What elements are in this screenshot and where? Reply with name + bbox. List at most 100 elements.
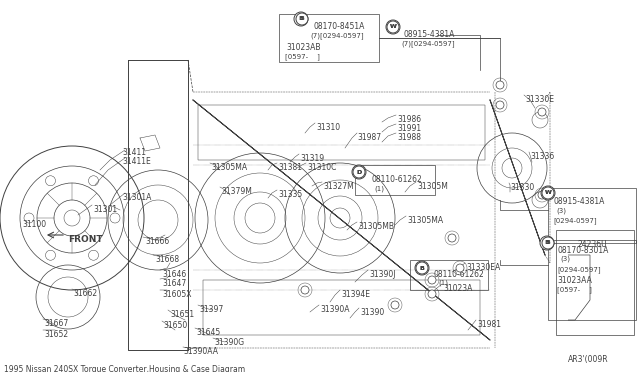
- Circle shape: [294, 12, 308, 26]
- Text: 31647: 31647: [162, 279, 186, 288]
- Text: 31411: 31411: [122, 148, 146, 157]
- Text: 31301A: 31301A: [122, 193, 152, 202]
- Text: 31645: 31645: [196, 328, 220, 337]
- Text: 31381: 31381: [278, 163, 302, 172]
- Circle shape: [296, 13, 308, 25]
- Text: B: B: [300, 16, 305, 22]
- Text: 31666: 31666: [145, 237, 169, 246]
- Circle shape: [301, 286, 309, 294]
- Text: B: B: [545, 241, 549, 246]
- Circle shape: [541, 186, 555, 200]
- Circle shape: [496, 101, 504, 109]
- Text: [0294-0597]: [0294-0597]: [553, 217, 596, 224]
- Text: (7)[0294-0597]: (7)[0294-0597]: [401, 40, 454, 47]
- Text: 31411E: 31411E: [122, 157, 151, 166]
- Text: 31100: 31100: [22, 220, 46, 229]
- Text: 31646: 31646: [162, 270, 186, 279]
- Text: 31397: 31397: [199, 305, 223, 314]
- Text: 31310C: 31310C: [307, 163, 337, 172]
- Circle shape: [428, 276, 436, 284]
- Text: 08110-61262: 08110-61262: [371, 175, 422, 184]
- Text: 31023AA: 31023AA: [557, 276, 592, 285]
- Text: [0294-0597]: [0294-0597]: [557, 266, 600, 273]
- Text: [0597-    ]: [0597- ]: [557, 286, 592, 293]
- Circle shape: [540, 236, 554, 250]
- Text: 31652: 31652: [44, 330, 68, 339]
- Text: W: W: [545, 190, 552, 196]
- Circle shape: [416, 262, 428, 274]
- Text: 31981: 31981: [477, 320, 501, 329]
- Text: 31336: 31336: [530, 152, 554, 161]
- Text: 31305MB: 31305MB: [358, 222, 394, 231]
- Text: (7)[0294-0597]: (7)[0294-0597]: [310, 32, 364, 39]
- Circle shape: [415, 261, 429, 275]
- Text: [0597-    ]: [0597- ]: [285, 53, 320, 60]
- Bar: [410, 260, 488, 290]
- Text: (3): (3): [560, 256, 570, 263]
- Text: 31605X: 31605X: [162, 290, 191, 299]
- Text: 31667: 31667: [44, 319, 68, 328]
- Text: 31023A: 31023A: [443, 284, 472, 293]
- Text: 31335: 31335: [278, 190, 302, 199]
- Text: 31390A: 31390A: [320, 305, 349, 314]
- Text: 31668: 31668: [155, 255, 179, 264]
- Text: 31305M: 31305M: [417, 182, 448, 191]
- Text: 31305MA: 31305MA: [211, 163, 247, 172]
- Text: (1): (1): [438, 280, 448, 286]
- Circle shape: [542, 237, 554, 249]
- Text: 31301: 31301: [93, 205, 117, 214]
- Text: 31390AA: 31390AA: [183, 347, 218, 356]
- Text: W: W: [390, 25, 396, 29]
- Text: AR3'(009R: AR3'(009R: [568, 355, 609, 364]
- Text: (3): (3): [556, 207, 566, 214]
- Text: 31390G: 31390G: [214, 338, 244, 347]
- Circle shape: [538, 108, 546, 116]
- Text: B: B: [420, 266, 424, 270]
- Text: 31330EA: 31330EA: [466, 263, 500, 272]
- Text: 31988: 31988: [397, 133, 421, 142]
- Bar: [198, 105, 485, 160]
- Text: 31991: 31991: [397, 124, 421, 133]
- Circle shape: [387, 21, 399, 33]
- Text: 31650: 31650: [163, 321, 188, 330]
- Text: 31023AB: 31023AB: [286, 43, 321, 52]
- Text: (1): (1): [374, 185, 384, 192]
- Circle shape: [353, 166, 365, 178]
- Text: 31330: 31330: [510, 183, 534, 192]
- Text: 31390: 31390: [360, 308, 384, 317]
- Bar: [548, 188, 636, 243]
- Circle shape: [352, 165, 366, 179]
- Text: D: D: [356, 170, 362, 174]
- Circle shape: [386, 20, 400, 34]
- Bar: [556, 230, 634, 335]
- Text: 08915-4381A: 08915-4381A: [553, 197, 604, 206]
- Bar: [203, 280, 480, 335]
- Text: 31662: 31662: [73, 289, 97, 298]
- Circle shape: [391, 301, 399, 309]
- Circle shape: [456, 264, 464, 272]
- Bar: [279, 14, 379, 62]
- Text: 31305MA: 31305MA: [407, 216, 443, 225]
- Text: 08170-8451A: 08170-8451A: [313, 22, 364, 31]
- Circle shape: [542, 187, 554, 199]
- Bar: [548, 240, 636, 320]
- Circle shape: [538, 191, 546, 199]
- Text: 31327M: 31327M: [323, 182, 354, 191]
- Text: 08110-61262: 08110-61262: [434, 270, 484, 279]
- Text: 31310: 31310: [316, 123, 340, 132]
- Circle shape: [496, 81, 504, 89]
- Text: 31986: 31986: [397, 115, 421, 124]
- Text: 08170-8301A: 08170-8301A: [558, 246, 609, 255]
- Text: 31651: 31651: [170, 310, 194, 319]
- Text: W: W: [545, 190, 552, 196]
- Text: 31379M: 31379M: [221, 187, 252, 196]
- Text: B: B: [545, 241, 550, 246]
- Text: 31330E: 31330E: [525, 95, 554, 104]
- Text: B: B: [420, 266, 424, 270]
- Text: W: W: [390, 25, 396, 29]
- Text: 31987: 31987: [357, 133, 381, 142]
- Text: FRONT: FRONT: [68, 235, 102, 244]
- Text: 1995 Nissan 240SX Torque Converter,Housing & Case Diagram: 1995 Nissan 240SX Torque Converter,Housi…: [4, 365, 245, 372]
- Text: 31390J: 31390J: [369, 270, 396, 279]
- Circle shape: [448, 234, 456, 242]
